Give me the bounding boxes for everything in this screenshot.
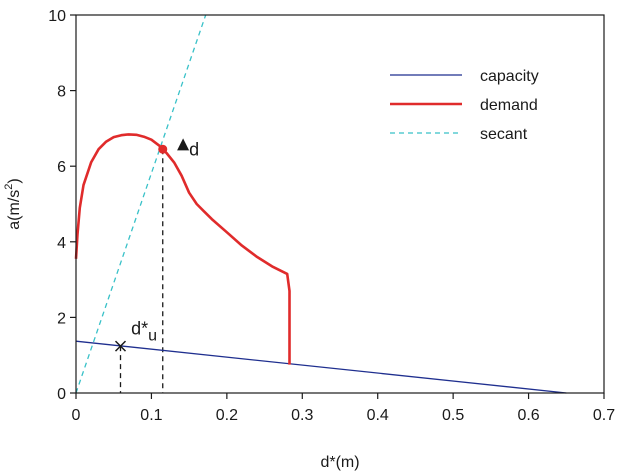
x-tick-label-6: 0.6 [517, 407, 539, 424]
point-d-star-u [114, 340, 127, 352]
d-annotation-label: d [189, 139, 199, 159]
legend-label-demand: demand [480, 97, 538, 114]
x-tick-label-4: 0.4 [367, 407, 389, 424]
du-annotation-base: d* [131, 318, 148, 338]
y-axis-title-main: a(m/s [6, 190, 23, 230]
y-tick-label-0: 0 [57, 386, 66, 403]
y-tick-label-3: 6 [57, 159, 66, 176]
y-tick-label-1: 2 [57, 310, 66, 327]
axes-layer: 0 0.1 0.2 0.3 0.4 0.5 0.6 0.7 0 2 4 6 8 10 [48, 8, 615, 424]
legend-label-secant: secant [480, 126, 528, 143]
point-intersection [158, 144, 168, 154]
legend-label-capacity: capacity [480, 68, 539, 85]
y-axis-title-sup: 2 [3, 184, 15, 190]
y-axis-title: a(m/s2) [3, 178, 23, 229]
du-annotation-sub: u [148, 327, 157, 344]
annotation-layer [114, 144, 168, 352]
x-tick-label-1: 0.1 [140, 407, 162, 424]
x-tick-label-5: 0.5 [442, 407, 464, 424]
x-axis-title: d*(m) [320, 454, 359, 471]
plot-frame [75, 14, 605, 394]
y-tick-label-4: 8 [57, 84, 66, 101]
series-line-demand [74, 133, 291, 365]
x-tick-label-2: 0.2 [216, 407, 238, 424]
x-tick-label-0: 0 [72, 407, 81, 424]
x-tick-label-7: 0.7 [593, 407, 615, 424]
y-axis-title-close: ) [6, 178, 23, 183]
cross-stroke-b [114, 340, 127, 352]
y-tick-label-5: 10 [48, 8, 66, 25]
du-annotation-label: d*u [131, 318, 157, 344]
d-triangle-marker [177, 138, 190, 151]
x-tick-label-3: 0.3 [291, 407, 313, 424]
y-tick-label-2: 4 [57, 235, 66, 252]
legend: capacity demand secant [390, 68, 539, 143]
series-line-capacity [75, 340, 567, 394]
series-line-secant [75, 14, 207, 394]
